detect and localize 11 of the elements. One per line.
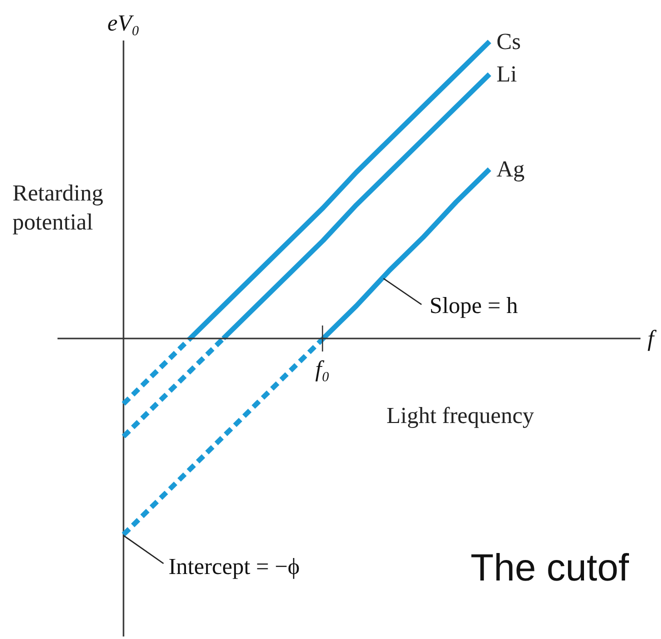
series-label: Li: [496, 62, 517, 87]
text: f: [648, 326, 658, 351]
annotation: Slope = h: [430, 293, 518, 318]
x-axis-title: Light frequency: [386, 403, 535, 428]
text: The cutof: [470, 548, 630, 590]
series-label: Ag: [496, 156, 526, 182]
annotation: f₀: [315, 356, 330, 382]
text: eV₀: [107, 10, 140, 36]
text: Intercept = −ϕ: [168, 554, 300, 579]
series-label: Cs: [496, 29, 521, 54]
y-axis-title: Retarding potential: [12, 180, 104, 234]
